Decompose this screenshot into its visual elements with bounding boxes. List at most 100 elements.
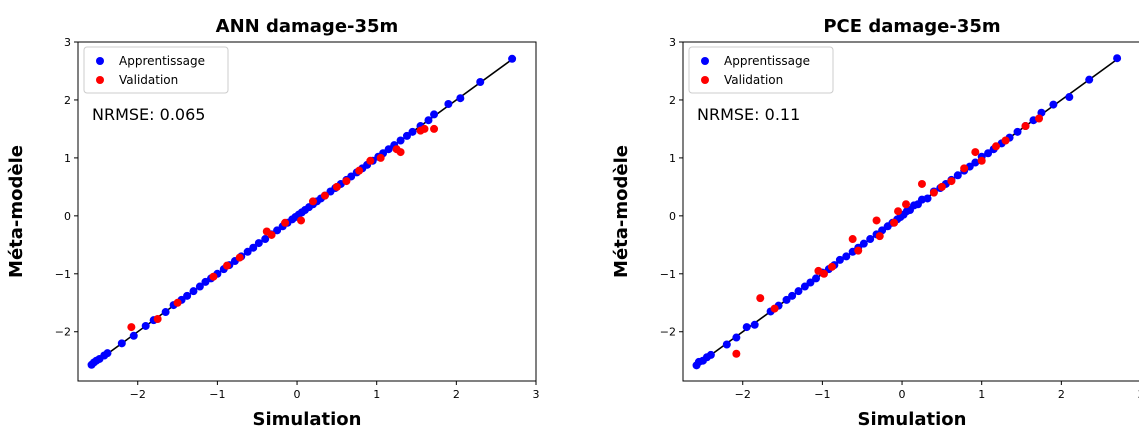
data-point bbox=[117, 339, 126, 348]
data-point bbox=[267, 230, 276, 239]
data-point bbox=[947, 177, 956, 186]
x-tick-label: 3 bbox=[533, 388, 540, 401]
data-point bbox=[854, 246, 863, 255]
y-axis-label: Méta-modèle bbox=[611, 145, 632, 278]
data-point bbox=[960, 164, 969, 173]
data-point bbox=[384, 145, 393, 154]
data-point bbox=[103, 349, 112, 358]
data-point bbox=[859, 239, 868, 248]
y-tick-label: −2 bbox=[55, 326, 71, 339]
x-tick-label: 1 bbox=[373, 388, 380, 401]
legend-marker bbox=[701, 76, 709, 84]
data-point bbox=[153, 314, 162, 323]
data-point bbox=[402, 131, 411, 140]
data-point bbox=[424, 116, 433, 125]
data-point bbox=[819, 269, 828, 278]
y-tick-label: 3 bbox=[64, 36, 71, 49]
data-point bbox=[875, 232, 884, 241]
data-point bbox=[1085, 75, 1094, 84]
data-point bbox=[742, 323, 751, 332]
data-point bbox=[732, 333, 741, 342]
data-point bbox=[782, 295, 791, 304]
data-point bbox=[812, 274, 821, 283]
data-point bbox=[1035, 114, 1044, 123]
chart-title: ANN damage-35m bbox=[216, 16, 399, 37]
data-point bbox=[127, 323, 136, 332]
data-point bbox=[722, 340, 731, 349]
data-point bbox=[355, 166, 364, 175]
data-point bbox=[1065, 93, 1074, 102]
data-point bbox=[161, 308, 170, 317]
data-point bbox=[456, 94, 465, 103]
data-point bbox=[420, 124, 429, 133]
data-point bbox=[866, 235, 875, 244]
data-point bbox=[732, 349, 741, 358]
data-point bbox=[332, 182, 341, 191]
legend-box bbox=[688, 46, 834, 94]
y-tick-label: −1 bbox=[660, 268, 676, 281]
data-point bbox=[430, 124, 439, 133]
x-tick-label: 2 bbox=[1058, 388, 1065, 401]
y-tick-label: −2 bbox=[660, 326, 676, 339]
data-point bbox=[953, 171, 962, 180]
data-point bbox=[971, 148, 980, 157]
data-point bbox=[890, 218, 899, 227]
y-tick-label: 1 bbox=[669, 152, 676, 165]
legend: Apprentissage Validation bbox=[83, 46, 229, 94]
data-point bbox=[902, 200, 911, 209]
data-point bbox=[235, 253, 244, 262]
data-point bbox=[977, 156, 986, 165]
x-tick-label: 3 bbox=[1138, 388, 1139, 401]
data-point bbox=[308, 197, 317, 206]
legend-entry: Apprentissage bbox=[724, 54, 810, 68]
data-point bbox=[222, 261, 231, 270]
data-point bbox=[243, 247, 252, 256]
series-validation bbox=[127, 124, 439, 332]
legend-marker bbox=[96, 57, 104, 65]
legend-entry: Validation bbox=[724, 73, 783, 87]
data-point bbox=[430, 110, 439, 119]
legend-marker bbox=[701, 57, 709, 65]
legend-marker bbox=[96, 76, 104, 84]
chart-title: PCE damage-35m bbox=[823, 16, 1000, 37]
data-point bbox=[189, 287, 198, 296]
data-point bbox=[297, 216, 306, 225]
data-point bbox=[273, 226, 282, 235]
legend-entry: Apprentissage bbox=[119, 54, 205, 68]
x-tick-label: 0 bbox=[899, 388, 906, 401]
data-point bbox=[408, 127, 417, 136]
plot-frame bbox=[682, 41, 1139, 382]
data-point bbox=[992, 142, 1001, 151]
data-point bbox=[476, 77, 485, 86]
y-tick-label: 0 bbox=[64, 210, 71, 223]
data-point bbox=[984, 149, 993, 158]
data-point bbox=[835, 255, 844, 264]
legend-box bbox=[83, 46, 229, 94]
y-tick-label: −1 bbox=[55, 268, 71, 281]
data-point bbox=[141, 321, 150, 330]
data-point bbox=[249, 243, 258, 252]
data-point bbox=[848, 235, 857, 244]
data-point bbox=[195, 282, 204, 291]
data-point bbox=[1049, 100, 1058, 109]
y-axis-label: Méta-modèle bbox=[6, 145, 27, 278]
data-point bbox=[508, 54, 517, 63]
data-point bbox=[320, 191, 329, 200]
plot-area bbox=[87, 54, 517, 369]
series-validation bbox=[732, 114, 1044, 358]
data-point bbox=[1001, 136, 1010, 145]
data-point bbox=[281, 218, 290, 227]
y-tick-label: 2 bbox=[669, 94, 676, 107]
data-point bbox=[827, 262, 836, 271]
nrmse-annotation: NRMSE: 0.11 bbox=[697, 105, 800, 124]
data-point bbox=[1113, 54, 1122, 63]
plot-area bbox=[692, 54, 1122, 370]
data-point bbox=[750, 320, 759, 329]
y-tick-label: 3 bbox=[669, 36, 676, 49]
data-point bbox=[342, 177, 351, 186]
data-point bbox=[254, 239, 263, 248]
nrmse-annotation: NRMSE: 0.065 bbox=[92, 105, 205, 124]
data-point bbox=[444, 100, 453, 109]
plot-frame bbox=[77, 41, 537, 382]
